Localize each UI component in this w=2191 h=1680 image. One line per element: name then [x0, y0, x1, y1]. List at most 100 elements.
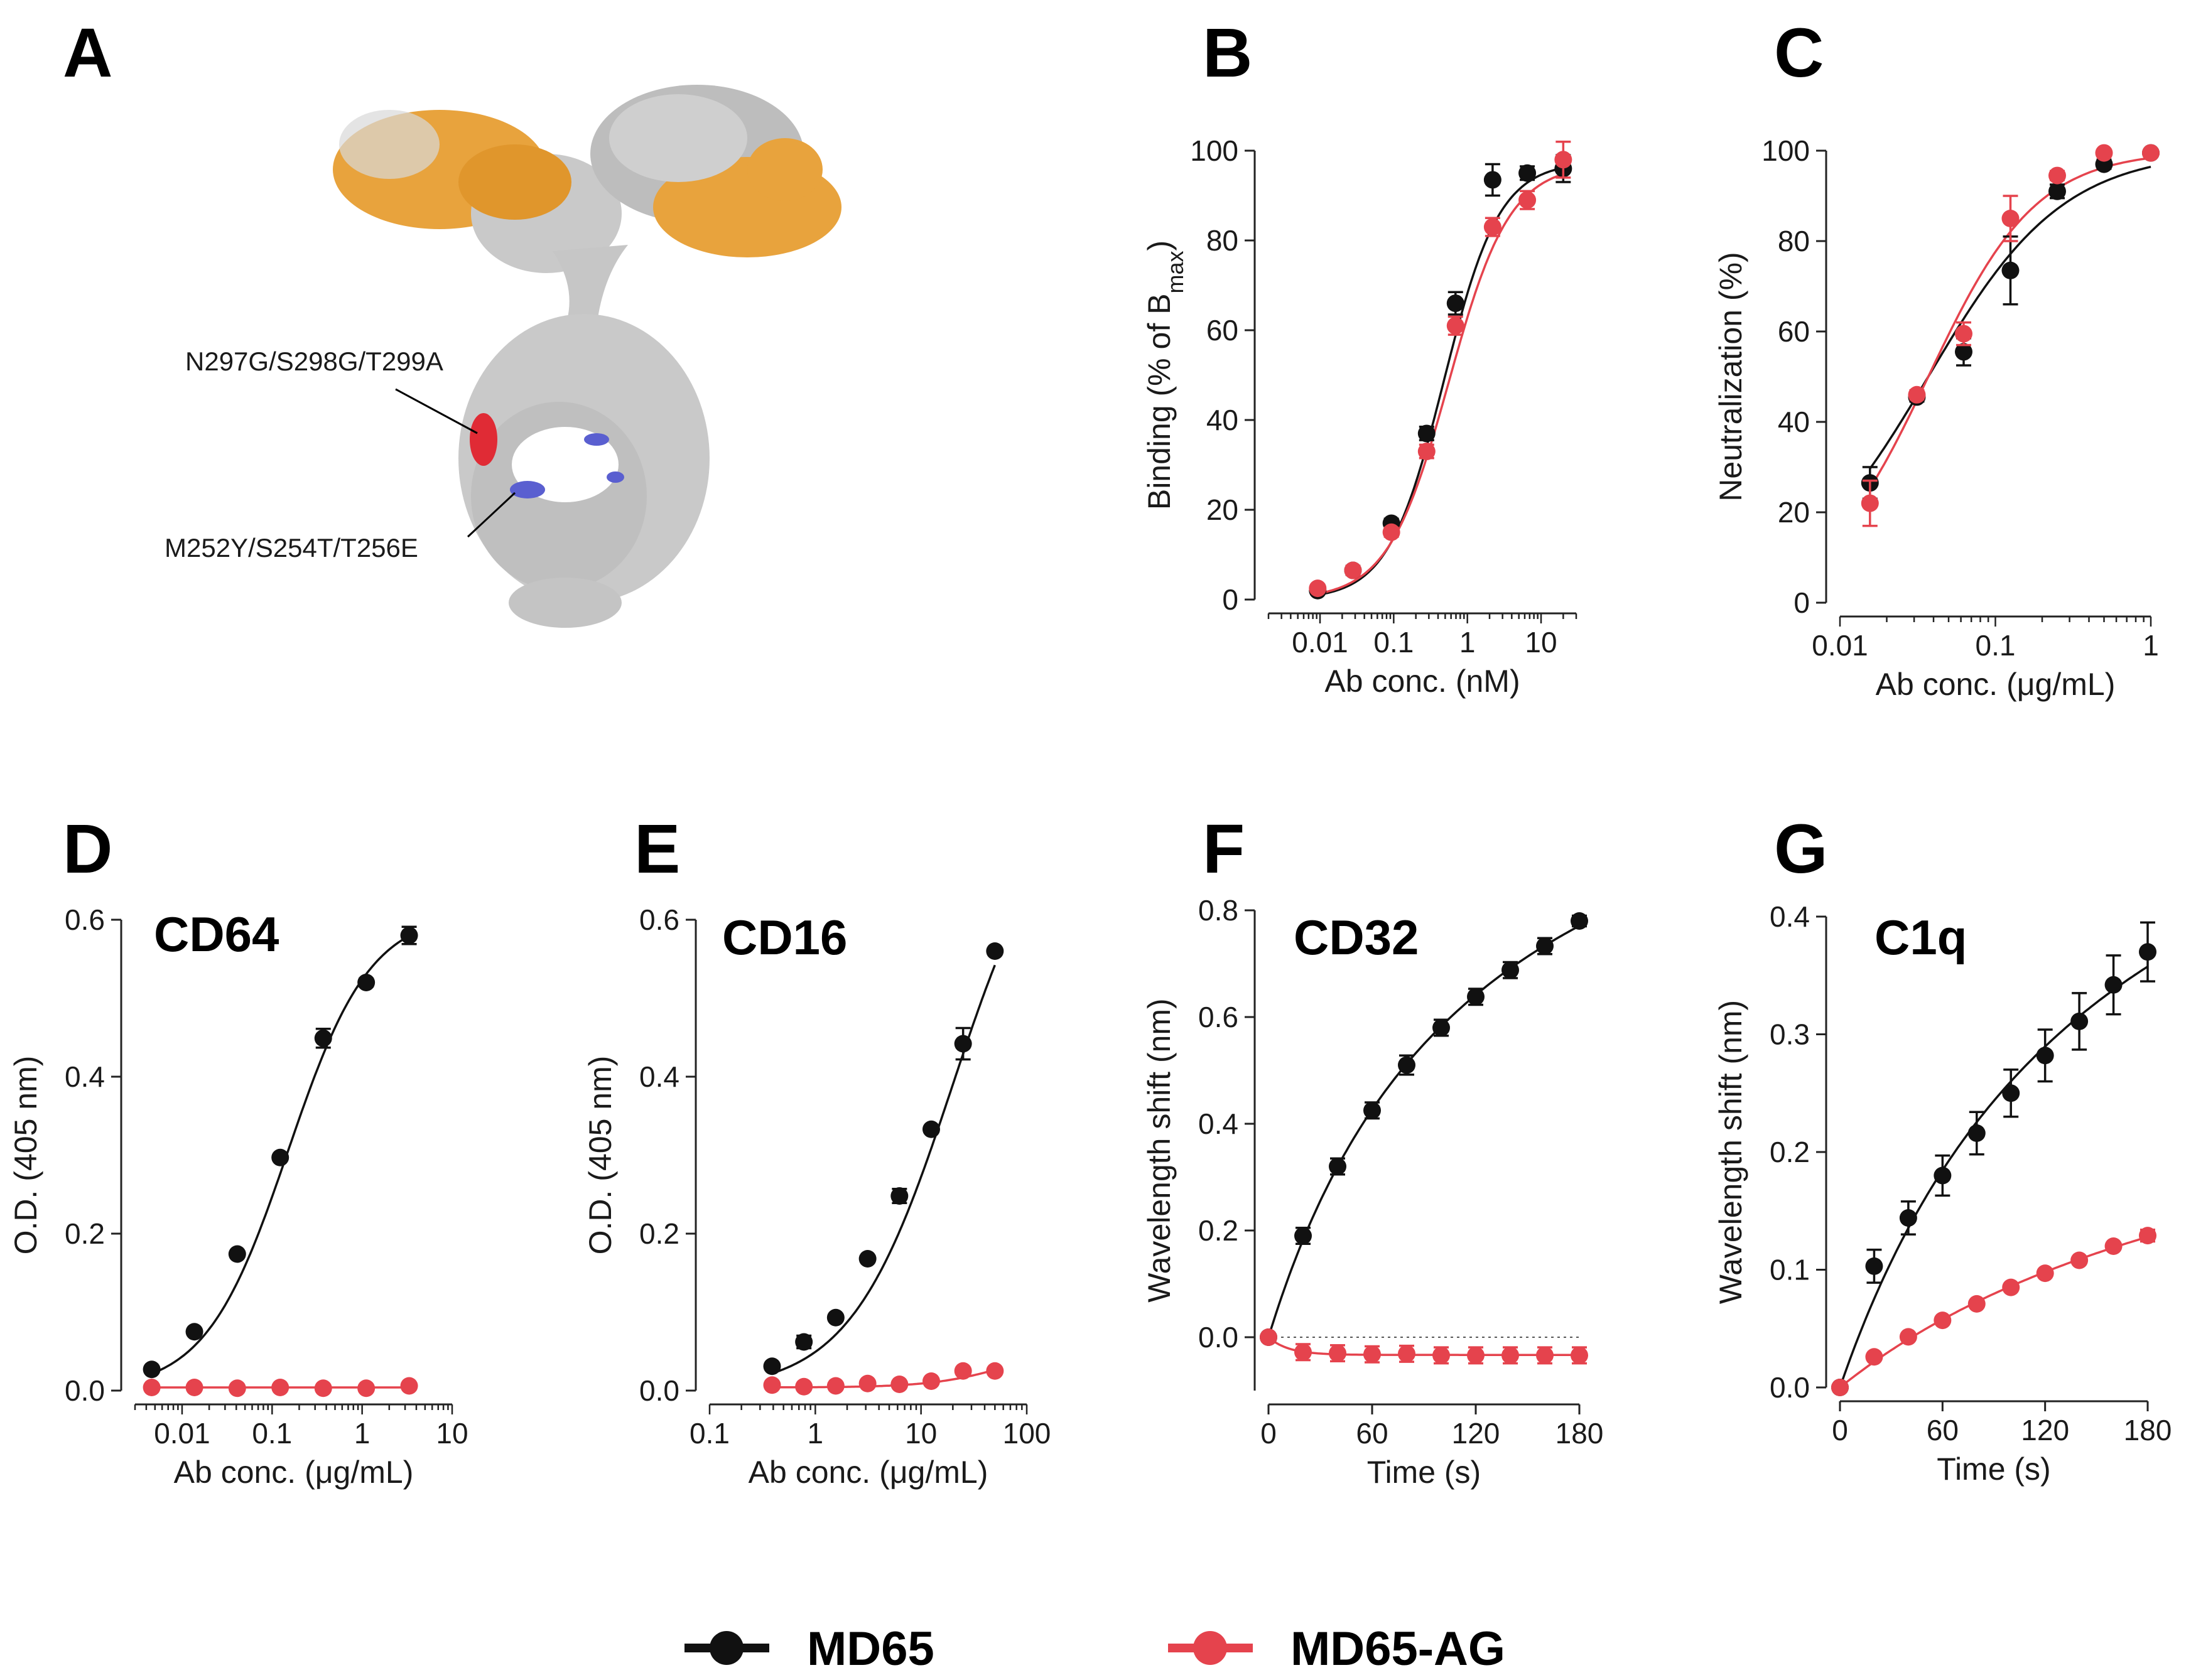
data-point-g-md65-ag [2139, 1227, 2156, 1245]
panel-c: C 0 20 40 60 80 100 0.01 0.1 1 Ab conc. (μg/mL) Ne… [1713, 14, 2160, 702]
x-tick-label-d: 0.01 [154, 1417, 210, 1450]
x-tick-label-d: 0.1 [252, 1417, 292, 1450]
data-point-d-md65 [271, 1148, 289, 1166]
data-point-f-md65-ag [1571, 1346, 1588, 1364]
data-point-g-md65 [1934, 1166, 1952, 1185]
data-point-g-md65 [1865, 1257, 1883, 1275]
data-point-b-md65-ag [1417, 443, 1436, 461]
data-point-f-md65 [1363, 1101, 1381, 1119]
data-point-e-md65 [922, 1120, 940, 1138]
legend: MD65 MD65-AG [684, 1622, 1505, 1676]
data-point-c-md65 [2048, 182, 2066, 200]
data-point-g-md65-ag [1967, 1295, 1986, 1313]
fit-curve-f-md65 [1267, 925, 1580, 1338]
data-point-f-md65-ag [1501, 1346, 1519, 1364]
data-point-b-md65 [1483, 171, 1501, 189]
data-point-g-md65 [2036, 1047, 2054, 1065]
fab-right-tip [747, 138, 823, 201]
y-tick-label-g: 0.4 [1770, 900, 1810, 933]
data-point-d-md65-ag [400, 1377, 418, 1395]
y-axis-title-e: O.D. (405 nm) [583, 1056, 618, 1255]
data-point-e-md65 [826, 1308, 845, 1327]
data-point-g-md65-ag [2104, 1237, 2123, 1255]
y-tick-label-e: 0.4 [639, 1060, 679, 1093]
legend-marker-md65 [710, 1631, 744, 1665]
data-point-g-md65-ag [1865, 1348, 1883, 1366]
data-point-d-md65 [185, 1323, 203, 1341]
y-axis-title-c: Neutralization (%) [1713, 252, 1748, 501]
y-axis-title-f: Wavelength shift (nm) [1142, 998, 1177, 1302]
panel-d: D CD64 0.0 0.2 0.4 0.6 0.01 0.1 1 10 Ab conc. (μ… [8, 810, 468, 1490]
x-tick-label-f: 180 [1555, 1417, 1604, 1450]
data-point-f-md65 [1294, 1227, 1312, 1245]
data-point-d-md65-ag [314, 1379, 332, 1397]
y-tick-label-g: 0.0 [1770, 1371, 1810, 1404]
data-point-e-md65-ag [922, 1372, 940, 1390]
y-tick-label-c: 40 [1778, 406, 1810, 438]
x-tick-label-b: 1 [1459, 626, 1476, 659]
panel-label-f: F [1203, 810, 1245, 888]
data-point-e-md65 [858, 1250, 877, 1268]
x-tick-label-f: 120 [1452, 1417, 1500, 1450]
data-point-f-md65-ag [1536, 1346, 1554, 1364]
chart-title-c1q: C1q [1875, 910, 1967, 965]
x-tick-label-b: 10 [1525, 626, 1557, 659]
data-point-f-md65 [1432, 1019, 1450, 1037]
x-tick-label-e: 0.1 [690, 1417, 730, 1450]
x-axis-title-f: Time (s) [1367, 1455, 1481, 1490]
y-tick-label-c: 20 [1778, 496, 1810, 529]
fit-curve-e-md65 [771, 964, 996, 1375]
data-point-f-md65 [1398, 1056, 1415, 1074]
m252y-mutation-site [510, 481, 545, 498]
data-point-e-md65 [763, 1357, 781, 1376]
x-tick-label-d: 10 [436, 1417, 468, 1450]
data-point-d-md65 [143, 1360, 161, 1379]
legend-label-md65-ag: MD65-AG [1290, 1622, 1505, 1676]
data-point-g-md65 [2070, 1012, 2089, 1030]
y-tick-label-b: 0 [1222, 583, 1238, 616]
n297g-mutation-site [470, 413, 497, 466]
data-point-c-md65-ag [1954, 325, 1972, 343]
ls-site-2 [584, 433, 609, 446]
fit-curve-b-md65 [1317, 166, 1564, 596]
data-point-b-md65-ag [1518, 191, 1537, 209]
chart-title-cd16: CD16 [722, 910, 847, 965]
y-tick-label-e: 0.6 [639, 903, 679, 936]
data-point-e-md65 [890, 1187, 909, 1205]
y-tick-label-g: 0.1 [1770, 1254, 1810, 1286]
panel-g: G C1q 0.0 0.1 0.2 0.3 0.4 0 60 120 180 Time (s) Wa… [1713, 810, 2172, 1487]
y-tick-label-g: 0.2 [1770, 1136, 1810, 1168]
data-point-c-md65-ag [2001, 210, 2020, 227]
data-point-e-md65-ag [763, 1376, 781, 1394]
y-tick-label-b: 40 [1206, 404, 1238, 436]
data-point-b-md65-ag [1309, 579, 1327, 598]
data-point-g-md65-ag [2036, 1264, 2054, 1283]
x-tick-label-e: 1 [808, 1417, 824, 1450]
x-axis-title-b: Ab conc. (nM) [1324, 664, 1520, 699]
data-point-d-md65 [357, 974, 376, 991]
panel-label-e: E [634, 810, 680, 888]
y-tick-label-d: 0.4 [65, 1060, 105, 1093]
data-point-b-md65 [1518, 164, 1537, 182]
y-tick-label-e: 0.0 [639, 1374, 679, 1407]
data-point-g-md65 [2002, 1084, 2020, 1102]
data-point-f-md65-ag [1329, 1344, 1346, 1362]
antibody-structure [333, 85, 841, 628]
x-tick-label-c: 1 [2143, 629, 2159, 662]
data-point-g-md65 [2139, 943, 2156, 961]
data-point-g-md65 [1967, 1124, 1986, 1142]
data-point-c-md65-ag [1861, 494, 1879, 512]
y-tick-label-f: 0.8 [1198, 894, 1238, 927]
data-point-c-md65-ag [1908, 385, 1926, 404]
y-tick-label-b: 60 [1206, 314, 1238, 347]
data-point-g-md65-ag [1899, 1328, 1917, 1346]
x-axis-title-d: Ab conc. (μg/mL) [174, 1455, 414, 1490]
data-point-g-md65-ag [1831, 1379, 1849, 1396]
data-point-c-md65-ag [2142, 144, 2160, 162]
data-point-d-md65 [228, 1245, 246, 1263]
legend-label-md65: MD65 [807, 1622, 934, 1676]
data-point-d-md65-ag [228, 1379, 246, 1397]
annotation-n297g: N297G/S298G/T299A [185, 347, 443, 376]
data-point-f-md65-ag [1432, 1346, 1450, 1364]
annotation-m252y-pointer [467, 492, 516, 538]
